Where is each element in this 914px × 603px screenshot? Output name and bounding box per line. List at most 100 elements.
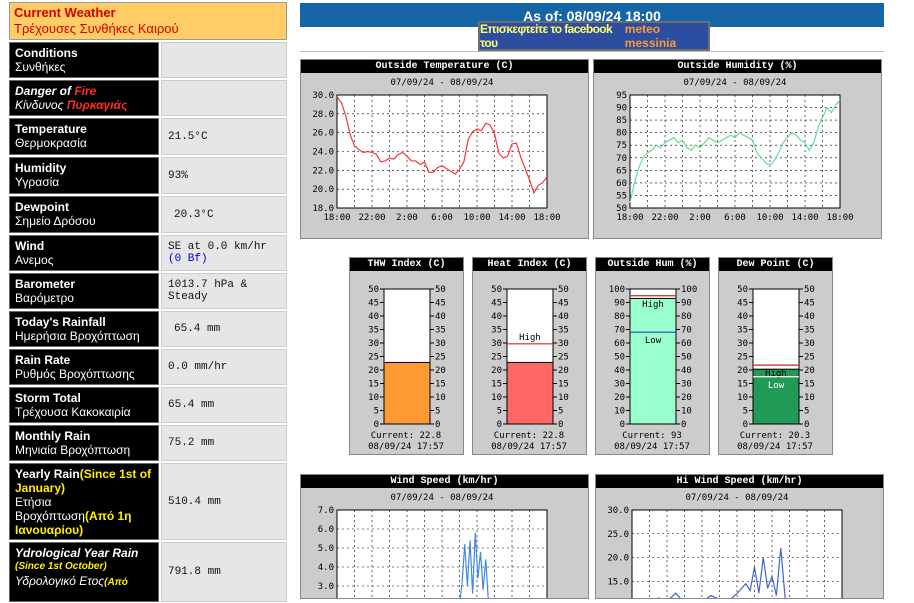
value-humidity: 93%: [161, 157, 287, 194]
gauge-tick-label: 10: [435, 393, 446, 403]
chart-title: Outside Temperature (C): [301, 60, 588, 73]
value-dewpoint: 20.3°C: [161, 196, 287, 233]
y-tick-label: 85: [616, 116, 627, 126]
value-barometer: 1013.7 hPa & Steady: [161, 273, 287, 309]
gauge-title: Dew Point (C): [719, 258, 832, 271]
gauge-tick-label: 40: [804, 312, 815, 322]
y-tick-label: 18.0: [312, 204, 334, 214]
gauge-tick-label: 60: [614, 339, 625, 349]
gauge-tick-label: 50: [558, 285, 569, 295]
y-tick-label: 95: [616, 91, 627, 101]
gauge-tick-label: 10: [804, 393, 815, 403]
gauge-tick-label: 30: [614, 380, 625, 390]
gauge-tick-label: 45: [435, 299, 446, 309]
gauge-tick-label: 30: [804, 339, 815, 349]
label-hydrological-year: Ydrological Year Rain (Since 1st October…: [9, 542, 159, 602]
facebook-link[interactable]: Επισκεφτείτε το facebook του meteo messin…: [478, 21, 710, 51]
header-title-gr: Τρέχουσες Συνθήκες Καιρού: [14, 21, 179, 36]
gauge-tick-label: 15: [491, 380, 502, 390]
gauge-tick-label: 30: [558, 339, 569, 349]
gauge-tick-label: 70: [614, 326, 625, 336]
x-tick-label: 10:00: [463, 213, 490, 223]
row-conditions: Conditions Συνθήκες: [9, 42, 287, 78]
table-header: Current Weather Τρέχουσες Συνθήκες Καιρο…: [9, 2, 287, 40]
gauge-tick-label: 20: [681, 393, 692, 403]
gauge-tick-label: 0: [804, 420, 809, 430]
gauge-title: Heat Index (C): [473, 258, 586, 271]
y-tick-label: 55: [616, 191, 627, 201]
gauge-tick-label: 15: [737, 380, 748, 390]
gauge-tick-label: 50: [368, 285, 379, 295]
x-tick-label: 14:00: [498, 213, 525, 223]
facebook-link-text: Επισκεφτείτε το facebook του: [480, 22, 613, 50]
y-tick-label: 6.0: [318, 525, 334, 535]
dew-gauge-plot: 0 0 5 5 10 10 15 15 20 20 25 25 30 30 35 35 40 40 45 45 50 50…: [737, 285, 815, 452]
gauge-tick-label: 35: [558, 326, 569, 336]
y-tick-label: 26.0: [312, 129, 334, 139]
heat-index-gauge: Heat Index (C) 0 0 5 5 10 10 15 15 20 20 25 25 30 30 3…: [472, 257, 587, 455]
gauge-tick-label: 10: [558, 393, 569, 403]
y-tick-label: 30.0: [312, 91, 334, 101]
y-tick-label: 75: [616, 141, 627, 151]
humidity-chart: Outside Humidity (%) 07/09/24 - 08/09/24…: [593, 59, 882, 239]
label-dewpoint: Dewpoint Σημείο Δρόσου: [9, 196, 159, 233]
data-series-line: [629, 99, 841, 204]
value-danger-of-fire: [161, 80, 287, 116]
label-barometer: Barometer Βαρόμετρο: [9, 273, 159, 309]
gauge-time-label: 08/09/24 17:57: [491, 442, 567, 452]
value-wind: SE at 0.0 km/hr (0 Bf): [161, 235, 287, 271]
gauge-tick-label: 10: [491, 393, 502, 403]
gauge-tick-label: 35: [491, 326, 502, 336]
gauge-tick-label: 40: [491, 312, 502, 322]
x-tick-label: 14:00: [791, 213, 818, 223]
dew-point-gauge: Dew Point (C) 0 0 5 5 10 10 15 15 20 20 25 25 30 30 35…: [718, 257, 833, 455]
gauge-tick-label: 10: [368, 393, 379, 403]
gauge-tick-label: 45: [804, 299, 815, 309]
gauge-tick-label: 20: [368, 366, 379, 376]
gauge-tick-label: 40: [368, 312, 379, 322]
row-temperature: Temperature Θερμοκρασία 21.5°C: [9, 118, 287, 155]
value-rain-rate: 0.0 mm/hr: [161, 349, 287, 385]
gauge-time-label: 08/09/24 17:57: [737, 442, 813, 452]
gauge-tick-label: 15: [435, 380, 446, 390]
row-yearly-rain: Yearly Rain(Since 1st of January) Ετήσια…: [9, 463, 287, 540]
gauge-tick-label: 70: [681, 326, 692, 336]
gauge-tick-label: 20: [435, 366, 446, 376]
gauge-tick-label: 5: [743, 407, 748, 417]
gauge-tick-label: 0: [620, 420, 625, 430]
y-tick-label: 25.0: [607, 530, 629, 540]
value-storm-total: 65.4 mm: [161, 387, 287, 423]
gauge-tick-label: 25: [558, 353, 569, 363]
gauge-tick-label: 20: [804, 366, 815, 376]
gauge-tick-label: 0: [435, 420, 440, 430]
label-todays-rainfall: Today's Rainfall Ημερήσια Βροχόπτωση: [9, 311, 159, 347]
gauge-tick-label: 80: [681, 312, 692, 322]
row-barometer: Barometer Βαρόμετρο 1013.7 hPa & Steady: [9, 273, 287, 309]
label-humidity: Humidity Υγρασία: [9, 157, 159, 194]
gauge-tick-label: 20: [737, 366, 748, 376]
gauge-tick-label: 10: [614, 407, 625, 417]
gauge-tick-label: 30: [435, 339, 446, 349]
y-tick-label: 30.0: [607, 506, 629, 516]
label-temperature: Temperature Θερμοκρασία: [9, 118, 159, 155]
row-humidity: Humidity Υγρασία 93%: [9, 157, 287, 194]
value-yearly-rain: 510.4 mm: [161, 463, 287, 540]
x-tick-label: 18:00: [826, 213, 853, 223]
gauge-tick-label: 5: [804, 407, 809, 417]
gauge-high-label: High: [642, 300, 664, 310]
gauge-tick-label: 20: [614, 393, 625, 403]
wind-speed-plot: 07/09/24 - 08/09/247.06.05.04.03.02.0: [318, 493, 548, 603]
hum-gauge-plot: 0 0 10 10 20 20 30 30 40 40 50 50 60 60 70 70 80 80 90 90 10…: [609, 285, 698, 452]
gauge-time-label: 08/09/24 17:57: [368, 442, 444, 452]
x-tick-label: 6:00: [431, 213, 453, 223]
chart-subtitle: 07/09/24 - 08/09/24: [391, 78, 494, 88]
x-tick-label: 18:00: [323, 213, 350, 223]
gauge-tick-label: 5: [374, 407, 379, 417]
chart-title: Wind Speed (km/hr): [301, 475, 588, 488]
y-tick-label: 60: [616, 179, 627, 189]
label-wind: Wind Ανεμος: [9, 235, 159, 271]
y-tick-label: 3.0: [318, 582, 334, 592]
outside-hum-gauge: Outside Hum (%) 0 0 10 10 20 20 30 30 40 40 50 50 60…: [595, 257, 710, 455]
data-series-line: [459, 532, 489, 603]
gauge-tick-label: 15: [804, 380, 815, 390]
